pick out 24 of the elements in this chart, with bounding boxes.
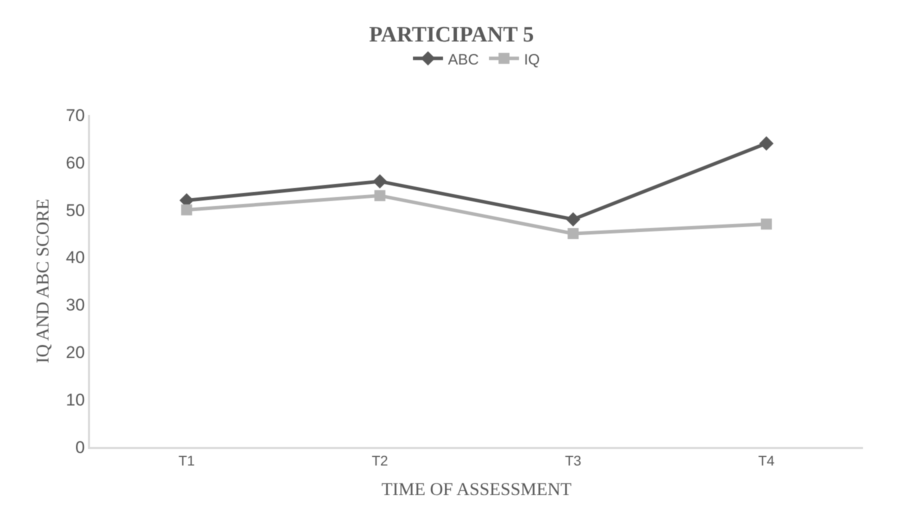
legend-label: IQ	[524, 51, 540, 68]
x-tick-label: T4	[758, 452, 775, 469]
y-tick-label: 10	[66, 390, 85, 410]
y-tick-label: 30	[66, 296, 85, 315]
y-tick-label: 60	[66, 153, 85, 172]
y-tick-label: 0	[75, 438, 85, 457]
y-tick-label: 20	[66, 343, 85, 362]
point	[759, 136, 774, 151]
chart-title: PARTICIPANT 5	[369, 22, 534, 46]
point	[374, 190, 386, 202]
x-tick-label: T1	[178, 452, 196, 469]
legend-label: ABC	[448, 51, 480, 68]
point	[181, 204, 192, 216]
y-tick-label: 70	[66, 106, 85, 125]
point	[568, 228, 579, 240]
x-axis-title: TIME OF ASSESSMENT	[381, 479, 572, 500]
point	[372, 174, 388, 189]
y-axis-title: IQ AND ABC SCORE	[32, 198, 53, 364]
y-tick-label: 50	[66, 200, 85, 220]
y-tick-label: 40	[66, 248, 85, 268]
x-tick-label: T2	[372, 452, 388, 469]
point	[760, 218, 772, 230]
x-tick-label: T3	[564, 452, 582, 469]
point	[566, 212, 580, 226]
